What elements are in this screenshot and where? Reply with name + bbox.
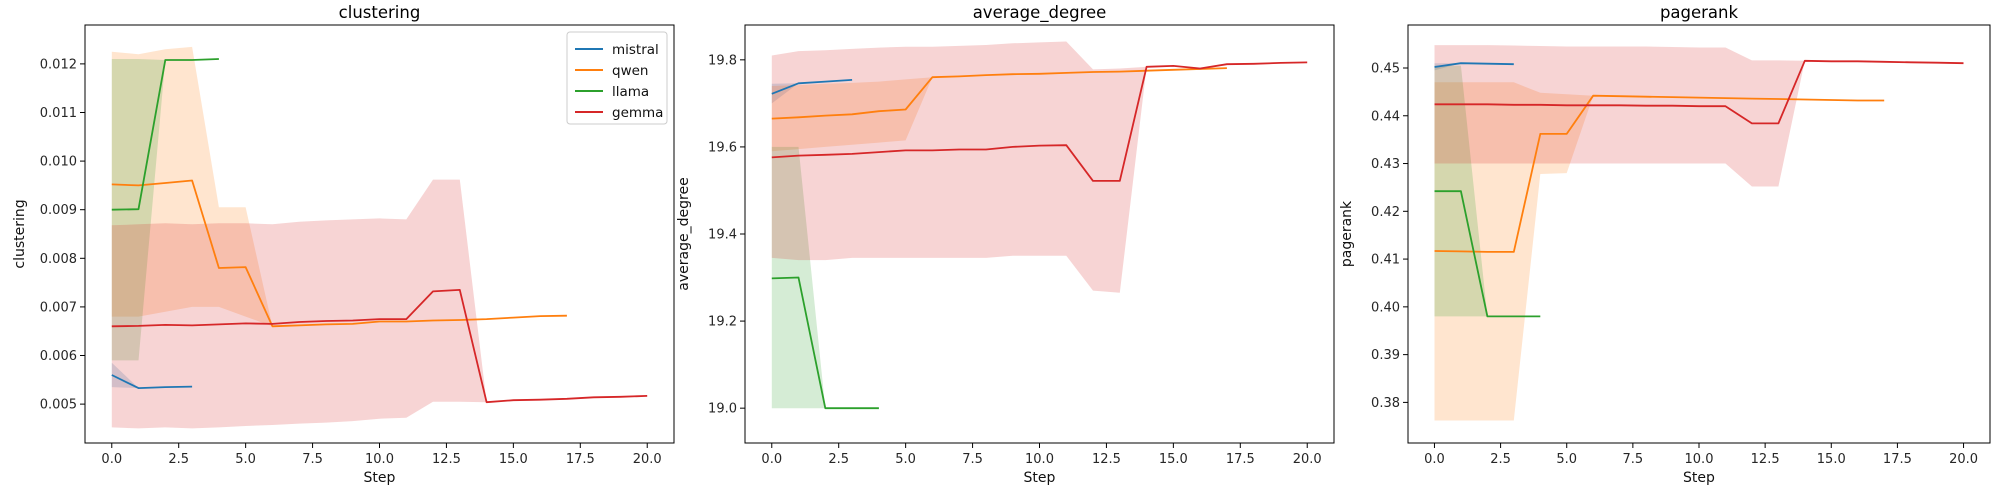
series-line-qwen <box>771 67 1227 120</box>
series-line-llama <box>111 58 219 211</box>
y-axis-label: clustering <box>12 199 28 268</box>
y-tick-label: 0.009 <box>40 203 77 218</box>
x-tick-label: 2.5 <box>1490 452 1511 467</box>
x-tick-label: 0.0 <box>101 452 122 467</box>
confidence-band-gemma <box>1434 45 1964 187</box>
y-tick-label: 0.39 <box>1371 348 1400 363</box>
chart-panel-pagerank: 0.0 2.5 5.0 7.5 10.0 12.5 15.0 17.5 20.0 0.38 0.39… <box>1339 3 1991 486</box>
series-line-gemma <box>111 288 648 404</box>
confidence-band-qwen <box>1434 82 1885 421</box>
x-tick-label: 12.5 <box>1751 452 1780 467</box>
x-tick-label: 7.5 <box>1623 452 1644 467</box>
y-tick-label: 0.007 <box>40 300 77 315</box>
chart-title: average_degree <box>973 3 1107 23</box>
x-tick-label: 20.0 <box>1293 452 1322 467</box>
chart-title: clustering <box>339 3 421 22</box>
legend-label-mistral: mistral <box>612 42 659 58</box>
plot-area <box>1434 45 1964 421</box>
series-line-gemma <box>771 61 1308 182</box>
series-line-qwen <box>111 179 567 328</box>
y-tick-label: 0.006 <box>40 349 77 364</box>
x-tick-label: 7.5 <box>302 452 323 467</box>
chart-panel-average-degree: 0.0 2.5 5.0 7.5 10.0 12.5 15.0 17.5 20.0 19.0 19.2… <box>676 3 1335 486</box>
y-tick-label: 0.38 <box>1371 396 1400 411</box>
series-line-mistral <box>771 79 853 95</box>
y-tick-label: 0.011 <box>40 106 77 121</box>
x-tick-label: 0.0 <box>761 452 782 467</box>
y-tick-label: 0.45 <box>1371 61 1400 76</box>
confidence-band-gemma <box>771 41 1308 293</box>
chart-panel-clustering: 0.0 2.5 5.0 7.5 10.0 12.5 15.0 17.5 20.0 0.005 0.0… <box>12 3 675 486</box>
series-line-llama <box>771 276 879 410</box>
series-line-mistral <box>111 374 193 390</box>
x-tick-label: 7.5 <box>962 452 983 467</box>
y-tick-label: 0.43 <box>1371 157 1400 172</box>
x-tick-label: 2.5 <box>168 452 189 467</box>
y-tick-label: 0.42 <box>1371 205 1400 220</box>
x-tick-label: 2.5 <box>828 452 849 467</box>
y-tick-label: 19.0 <box>708 402 737 417</box>
y-tick-label: 0.005 <box>40 398 77 413</box>
y-tick-label: 19.4 <box>708 228 737 243</box>
series-line-mistral <box>1434 62 1514 68</box>
y-tick-label: 0.012 <box>40 57 77 72</box>
x-tick-label: 5.0 <box>1556 452 1577 467</box>
x-tick-label: 5.0 <box>235 452 256 467</box>
confidence-band-qwen <box>111 46 567 327</box>
x-tick-label: 10.0 <box>365 452 394 467</box>
confidence-band-llama <box>771 146 879 409</box>
confidence-band-llama <box>1434 65 1541 317</box>
x-tick-label: 17.5 <box>1226 452 1255 467</box>
x-tick-label: 0.0 <box>1424 452 1445 467</box>
confidence-band-mistral <box>111 362 193 389</box>
x-tick-label: 15.0 <box>1817 452 1846 467</box>
y-tick-label: 0.41 <box>1371 253 1400 268</box>
x-tick-label: 17.5 <box>1883 452 1912 467</box>
y-tick-label: 0.010 <box>40 155 77 170</box>
legend-label-gemma: gemma <box>612 105 663 121</box>
legend-label-qwen: qwen <box>612 63 648 79</box>
legend: mistral qwen llama gemma <box>566 31 668 125</box>
plot-area <box>111 46 648 429</box>
y-tick-label: 0.008 <box>40 252 77 267</box>
x-tick-label: 10.0 <box>1685 452 1714 467</box>
x-axis-label: Step <box>1024 470 1056 486</box>
x-tick-label: 5.0 <box>895 452 916 467</box>
x-tick-label: 12.5 <box>1092 452 1121 467</box>
chart-title: pagerank <box>1660 3 1739 22</box>
x-axis-label: Step <box>1683 470 1715 486</box>
legend-box <box>566 31 668 125</box>
x-tick-label: 15.0 <box>499 452 528 467</box>
x-tick-label: 17.5 <box>566 452 595 467</box>
y-axis-label: pagerank <box>1339 200 1355 267</box>
series-line-gemma <box>1434 59 1964 125</box>
series-line-llama <box>1434 190 1541 318</box>
x-axis-label: Step <box>364 470 396 486</box>
series-line-qwen <box>1434 94 1885 253</box>
y-tick-label: 0.40 <box>1371 300 1400 315</box>
x-tick-label: 20.0 <box>1949 452 1978 467</box>
x-tick-label: 20.0 <box>633 452 662 467</box>
x-tick-label: 10.0 <box>1025 452 1054 467</box>
y-tick-label: 19.6 <box>708 140 737 155</box>
confidence-band-mistral <box>1434 63 1514 71</box>
y-tick-label: 19.8 <box>708 53 737 68</box>
y-axis-label: average_degree <box>676 177 692 290</box>
confidence-band-qwen <box>771 68 1227 152</box>
x-tick-label: 12.5 <box>432 452 461 467</box>
plot-area <box>771 41 1308 410</box>
confidence-band-gemma <box>111 179 648 429</box>
y-tick-label: 0.44 <box>1371 109 1400 124</box>
legend-label-llama: llama <box>612 84 649 100</box>
confidence-band-llama <box>111 59 219 361</box>
y-tick-label: 19.2 <box>708 315 737 330</box>
x-tick-label: 15.0 <box>1159 452 1188 467</box>
